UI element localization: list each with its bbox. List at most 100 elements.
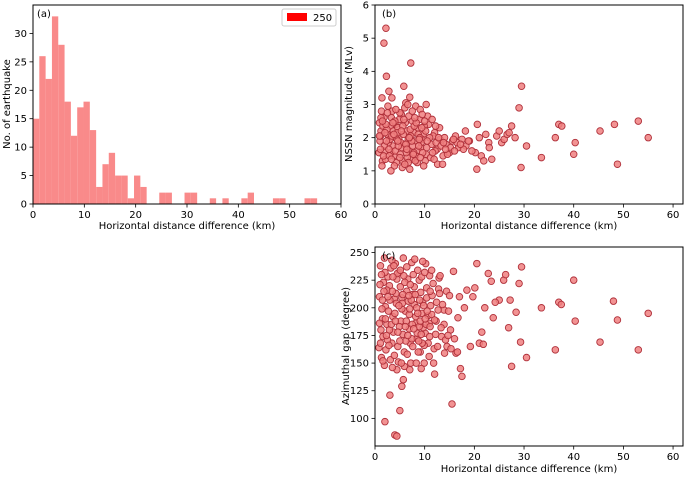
scatter-point (403, 263, 411, 271)
scatter-point (385, 145, 393, 154)
scatter-point (400, 271, 408, 280)
scatter-point (414, 348, 422, 356)
scatter-point (388, 363, 397, 372)
scatter-point (507, 122, 516, 130)
y-tick-label: 10 (14, 143, 27, 154)
scatter-point (385, 87, 393, 95)
x-tick-label: 50 (283, 210, 296, 221)
scatter-point (475, 133, 484, 142)
y-tick-label: 15 (14, 114, 27, 125)
scatter-point (414, 337, 423, 345)
y-tick-label: 20 (14, 86, 27, 97)
scatter-point (551, 133, 560, 142)
scatter-point (403, 145, 411, 154)
scatter-point (404, 331, 412, 340)
histogram-bar (304, 198, 311, 204)
y-tick-label: 225 (350, 276, 369, 287)
scatter-point (399, 254, 408, 262)
scatter-point (515, 279, 523, 288)
scatter-point (406, 365, 414, 374)
scatter-point (377, 326, 385, 334)
scatter-point (456, 140, 465, 149)
scatter-point (413, 309, 422, 318)
panel-a-y-ticks: 0 5 10 15 20 25 30 (14, 29, 33, 211)
x-tick-label: 0 (372, 210, 378, 221)
scatter-point (394, 328, 402, 336)
scatter-point (537, 153, 546, 162)
scatter-point (504, 323, 513, 332)
y-tick-label: 25 (14, 57, 27, 68)
histogram-bar (70, 135, 78, 204)
y-tick-label: 4 (363, 67, 369, 78)
scatter-point (447, 344, 455, 353)
scatter-point (428, 115, 436, 124)
scatter-point (381, 315, 390, 323)
scatter-point (406, 305, 414, 313)
y-tick-label: 100 (350, 414, 369, 425)
scatter-point (375, 319, 384, 328)
histogram-bar (190, 192, 198, 204)
scatter-point (378, 305, 386, 313)
y-tick-label: 150 (350, 359, 369, 370)
scatter-point (569, 276, 578, 284)
scatter-point (517, 163, 525, 172)
scatter-point (417, 364, 425, 373)
scatter-point (569, 150, 578, 158)
histogram-bars (33, 16, 318, 204)
scatter-point (461, 127, 470, 135)
y-tick-label: 5 (21, 171, 27, 182)
scatter-point (409, 342, 417, 351)
y-tick-label: 5 (363, 34, 369, 45)
scatter-point (401, 322, 410, 331)
panel-a-x-ticks: 0 10 20 30 40 50 60 (30, 204, 347, 221)
scatter-point (422, 100, 430, 109)
scatter-point (384, 307, 393, 315)
scatter-point (436, 271, 444, 280)
scatter-point (389, 118, 397, 127)
scatter-point (448, 400, 456, 408)
scatter-point (396, 153, 404, 162)
panel-b-x-axis-label: Horizontal distance difference (km) (441, 221, 618, 232)
scatter-point (376, 262, 385, 270)
scatter-point (478, 328, 486, 336)
scatter-point (454, 314, 462, 322)
histogram-bar (83, 101, 90, 204)
scatter-point (406, 93, 414, 101)
scatter-point (399, 375, 408, 384)
scatter-point (507, 362, 516, 371)
y-tick-label: 200 (350, 303, 369, 314)
histogram-bar (134, 175, 141, 204)
scatter-point (406, 165, 414, 173)
scatter-point (610, 120, 619, 129)
histogram-bar (96, 186, 103, 204)
scatter-point (378, 117, 387, 125)
scatter-point (405, 291, 413, 300)
scatter-point (473, 259, 481, 268)
x-tick-label: 10 (418, 452, 431, 463)
histogram-bar (39, 56, 46, 204)
histogram-bar (89, 130, 97, 204)
scatter-point (571, 317, 579, 325)
x-tick-label: 40 (232, 210, 245, 221)
scatter-point (399, 290, 407, 299)
panel-a-y-axis-label: No. of earthquake (2, 59, 13, 149)
x-tick-label: 30 (181, 210, 194, 221)
scatter-point (517, 263, 526, 271)
scatter-point (634, 346, 643, 354)
panel-b-y-ticks: 0 1 2 3 4 5 6 (363, 1, 375, 211)
histogram-bar (121, 175, 128, 204)
scatter-point (389, 273, 397, 281)
scatter-point (516, 338, 525, 346)
scatter-point (430, 370, 439, 378)
panel-b-axes-frame (374, 4, 684, 205)
panel-c-x-ticks: 0 10 20 30 40 50 60 (372, 446, 679, 463)
panel-c-points (375, 254, 652, 440)
scatter-point (426, 287, 434, 295)
scatter-point (418, 110, 426, 119)
histogram-bar (108, 152, 116, 204)
scatter-point (440, 349, 449, 357)
panel-c-y-ticks: 100 125 150 175 200 225 250 (350, 248, 375, 425)
scatter-point (558, 122, 566, 130)
panel-b-y-axis-label: NSSN magnitude (MLv) (344, 46, 355, 162)
panel-a-histogram: 0 10 20 30 40 50 60 0 5 10 15 20 25 30 (a) Horizonta… (2, 4, 347, 232)
